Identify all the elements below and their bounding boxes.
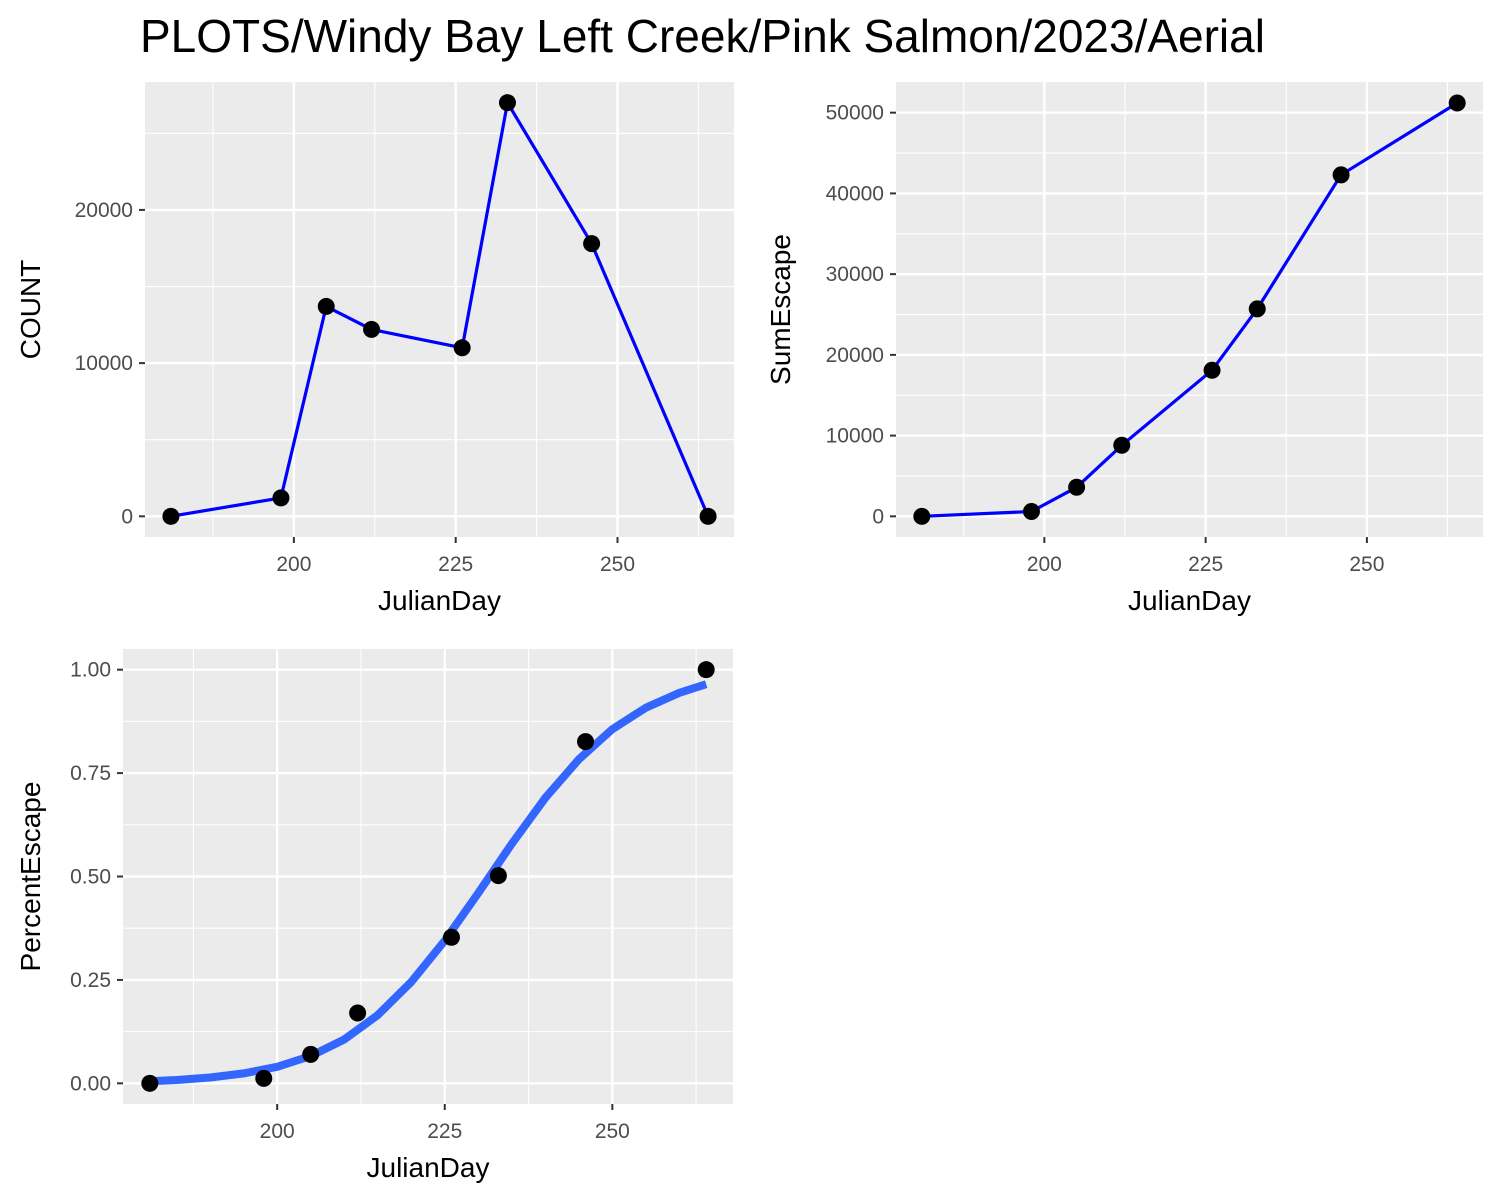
y-tick-label: 10000 xyxy=(75,352,133,375)
charts-root: 200 225 250 0 10000 20000 JulianDay COUNT 200 225… xyxy=(15,82,1483,1183)
x-axis-title: JulianDay xyxy=(378,585,501,616)
data-point xyxy=(913,507,931,525)
panel-background xyxy=(145,82,734,537)
data-point xyxy=(317,297,335,315)
data-point xyxy=(498,94,516,112)
y-tick-label: 0 xyxy=(872,505,884,528)
y-axis-title: SumEscape xyxy=(765,234,796,385)
data-point xyxy=(1022,502,1040,520)
x-axis-title: JulianDay xyxy=(367,1152,490,1183)
y-tick-label: 0.50 xyxy=(70,866,111,889)
x-tick-label: 200 xyxy=(260,1120,295,1143)
chart-count: 200 225 250 0 10000 20000 JulianDay COUNT xyxy=(15,82,734,616)
data-point xyxy=(1332,166,1350,184)
data-point xyxy=(1203,361,1221,379)
y-tick-label: 20000 xyxy=(75,199,133,222)
data-point xyxy=(699,507,717,525)
chart-sumescape: 200 225 250 0 10000 20000 30000 40000 50000 Julia… xyxy=(765,82,1483,616)
data-point xyxy=(583,235,601,253)
y-tick-label: 0.75 xyxy=(70,762,111,785)
x-tick-label: 250 xyxy=(1349,553,1384,576)
data-point xyxy=(141,1074,159,1092)
x-tick-label: 225 xyxy=(1188,553,1223,576)
y-tick-label: 30000 xyxy=(826,263,884,286)
data-point xyxy=(1068,478,1086,496)
data-point xyxy=(489,867,507,885)
data-point xyxy=(162,507,180,525)
x-tick-label: 250 xyxy=(600,553,635,576)
x-tick-label: 250 xyxy=(595,1120,630,1143)
y-tick-label: 10000 xyxy=(826,425,884,448)
data-point xyxy=(697,661,715,679)
figure-title: PLOTS/Windy Bay Left Creek/Pink Salmon/2… xyxy=(140,10,1265,62)
series-line xyxy=(921,101,1459,518)
data-point xyxy=(577,733,595,751)
x-tick-label: 225 xyxy=(438,553,473,576)
x-tick-label: 200 xyxy=(1027,553,1062,576)
panel-background xyxy=(896,82,1483,537)
data-point xyxy=(442,928,460,946)
x-axis-title: JulianDay xyxy=(1128,585,1251,616)
y-tick-label: 0.25 xyxy=(70,969,111,992)
data-point xyxy=(1248,300,1266,318)
x-tick-label: 200 xyxy=(276,553,311,576)
data-point xyxy=(272,489,290,507)
y-tick-label: 20000 xyxy=(826,344,884,367)
data-point xyxy=(302,1045,320,1063)
data-point xyxy=(255,1069,273,1087)
y-tick-label: 40000 xyxy=(826,182,884,205)
y-tick-label: 0.00 xyxy=(70,1072,111,1095)
chart-percentescape: 200 225 250 0.00 0.25 0.50 0.75 1.00 JulianDay Pe… xyxy=(15,649,733,1183)
data-point xyxy=(453,339,471,357)
y-axis-title: PercentEscape xyxy=(15,782,46,972)
x-tick-label: 225 xyxy=(427,1120,462,1143)
data-point xyxy=(1448,94,1466,112)
y-tick-label: 50000 xyxy=(826,102,884,125)
y-axis-title: COUNT xyxy=(15,260,46,360)
y-tick-label: 1.00 xyxy=(70,659,111,682)
y-tick-label: 0 xyxy=(121,505,133,528)
data-point xyxy=(1113,436,1131,454)
data-point xyxy=(363,320,381,338)
fitted-curve xyxy=(149,680,708,1086)
data-point xyxy=(349,1004,367,1022)
series-line xyxy=(170,101,710,518)
